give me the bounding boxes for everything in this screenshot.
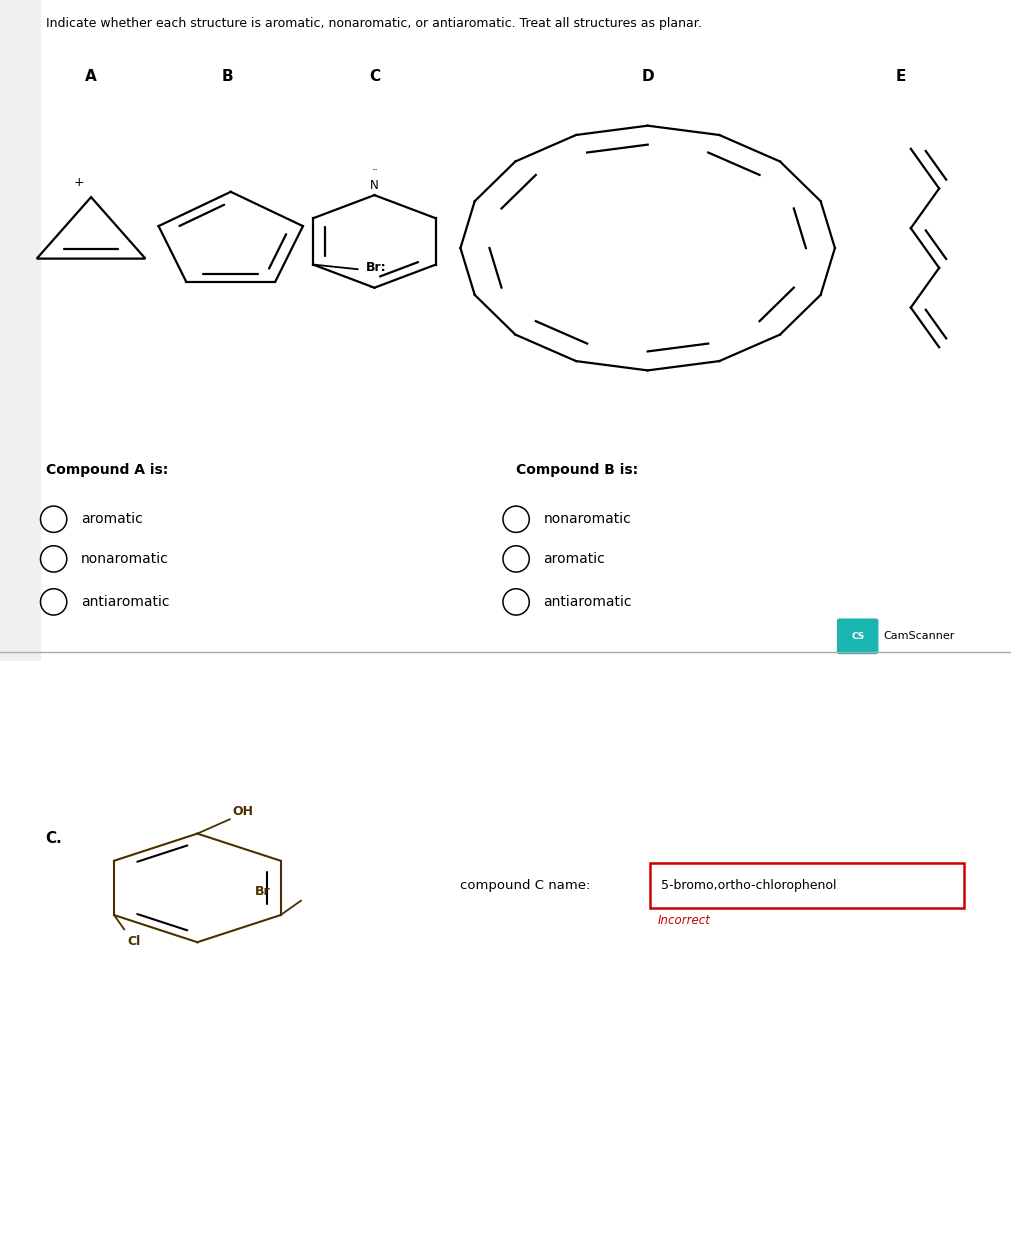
Text: ··: ·· [368,283,376,293]
Text: B: B [221,70,234,85]
Text: nonaromatic: nonaromatic [543,512,631,527]
Text: E: E [895,70,905,85]
Text: aromatic: aromatic [81,512,143,527]
Text: compound C name:: compound C name: [460,879,590,891]
Text: CamScanner: CamScanner [883,631,954,641]
Text: 5-bromo,ortho-chlorophenol: 5-bromo,ortho-chlorophenol [660,879,835,892]
Text: Br: Br [255,885,270,897]
FancyBboxPatch shape [30,694,981,1237]
Text: +: + [74,176,84,190]
FancyBboxPatch shape [649,864,963,907]
Text: D: D [641,70,653,85]
FancyBboxPatch shape [836,619,878,654]
Text: Br:: Br: [365,261,386,275]
Text: Compound B is:: Compound B is: [516,463,638,477]
Bar [0,0,40,661]
Text: ¨
N: ¨ N [370,168,378,192]
Text: aromatic: aromatic [543,552,605,565]
Text: Incorrect: Incorrect [657,914,710,926]
Text: antiaromatic: antiaromatic [81,595,169,609]
Text: C.: C. [45,831,63,846]
Text: nonaromatic: nonaromatic [81,552,169,565]
Text: Cl: Cl [127,935,141,948]
Text: Compound A is:: Compound A is: [45,463,168,477]
Text: antiaromatic: antiaromatic [543,595,631,609]
Text: OH: OH [233,805,254,817]
Text: C: C [369,70,379,85]
Text: A: A [85,70,97,85]
Text: CS: CS [850,631,863,640]
Text: Indicate whether each structure is aromatic, nonaromatic, or antiaromatic. Treat: Indicate whether each structure is aroma… [45,16,701,30]
